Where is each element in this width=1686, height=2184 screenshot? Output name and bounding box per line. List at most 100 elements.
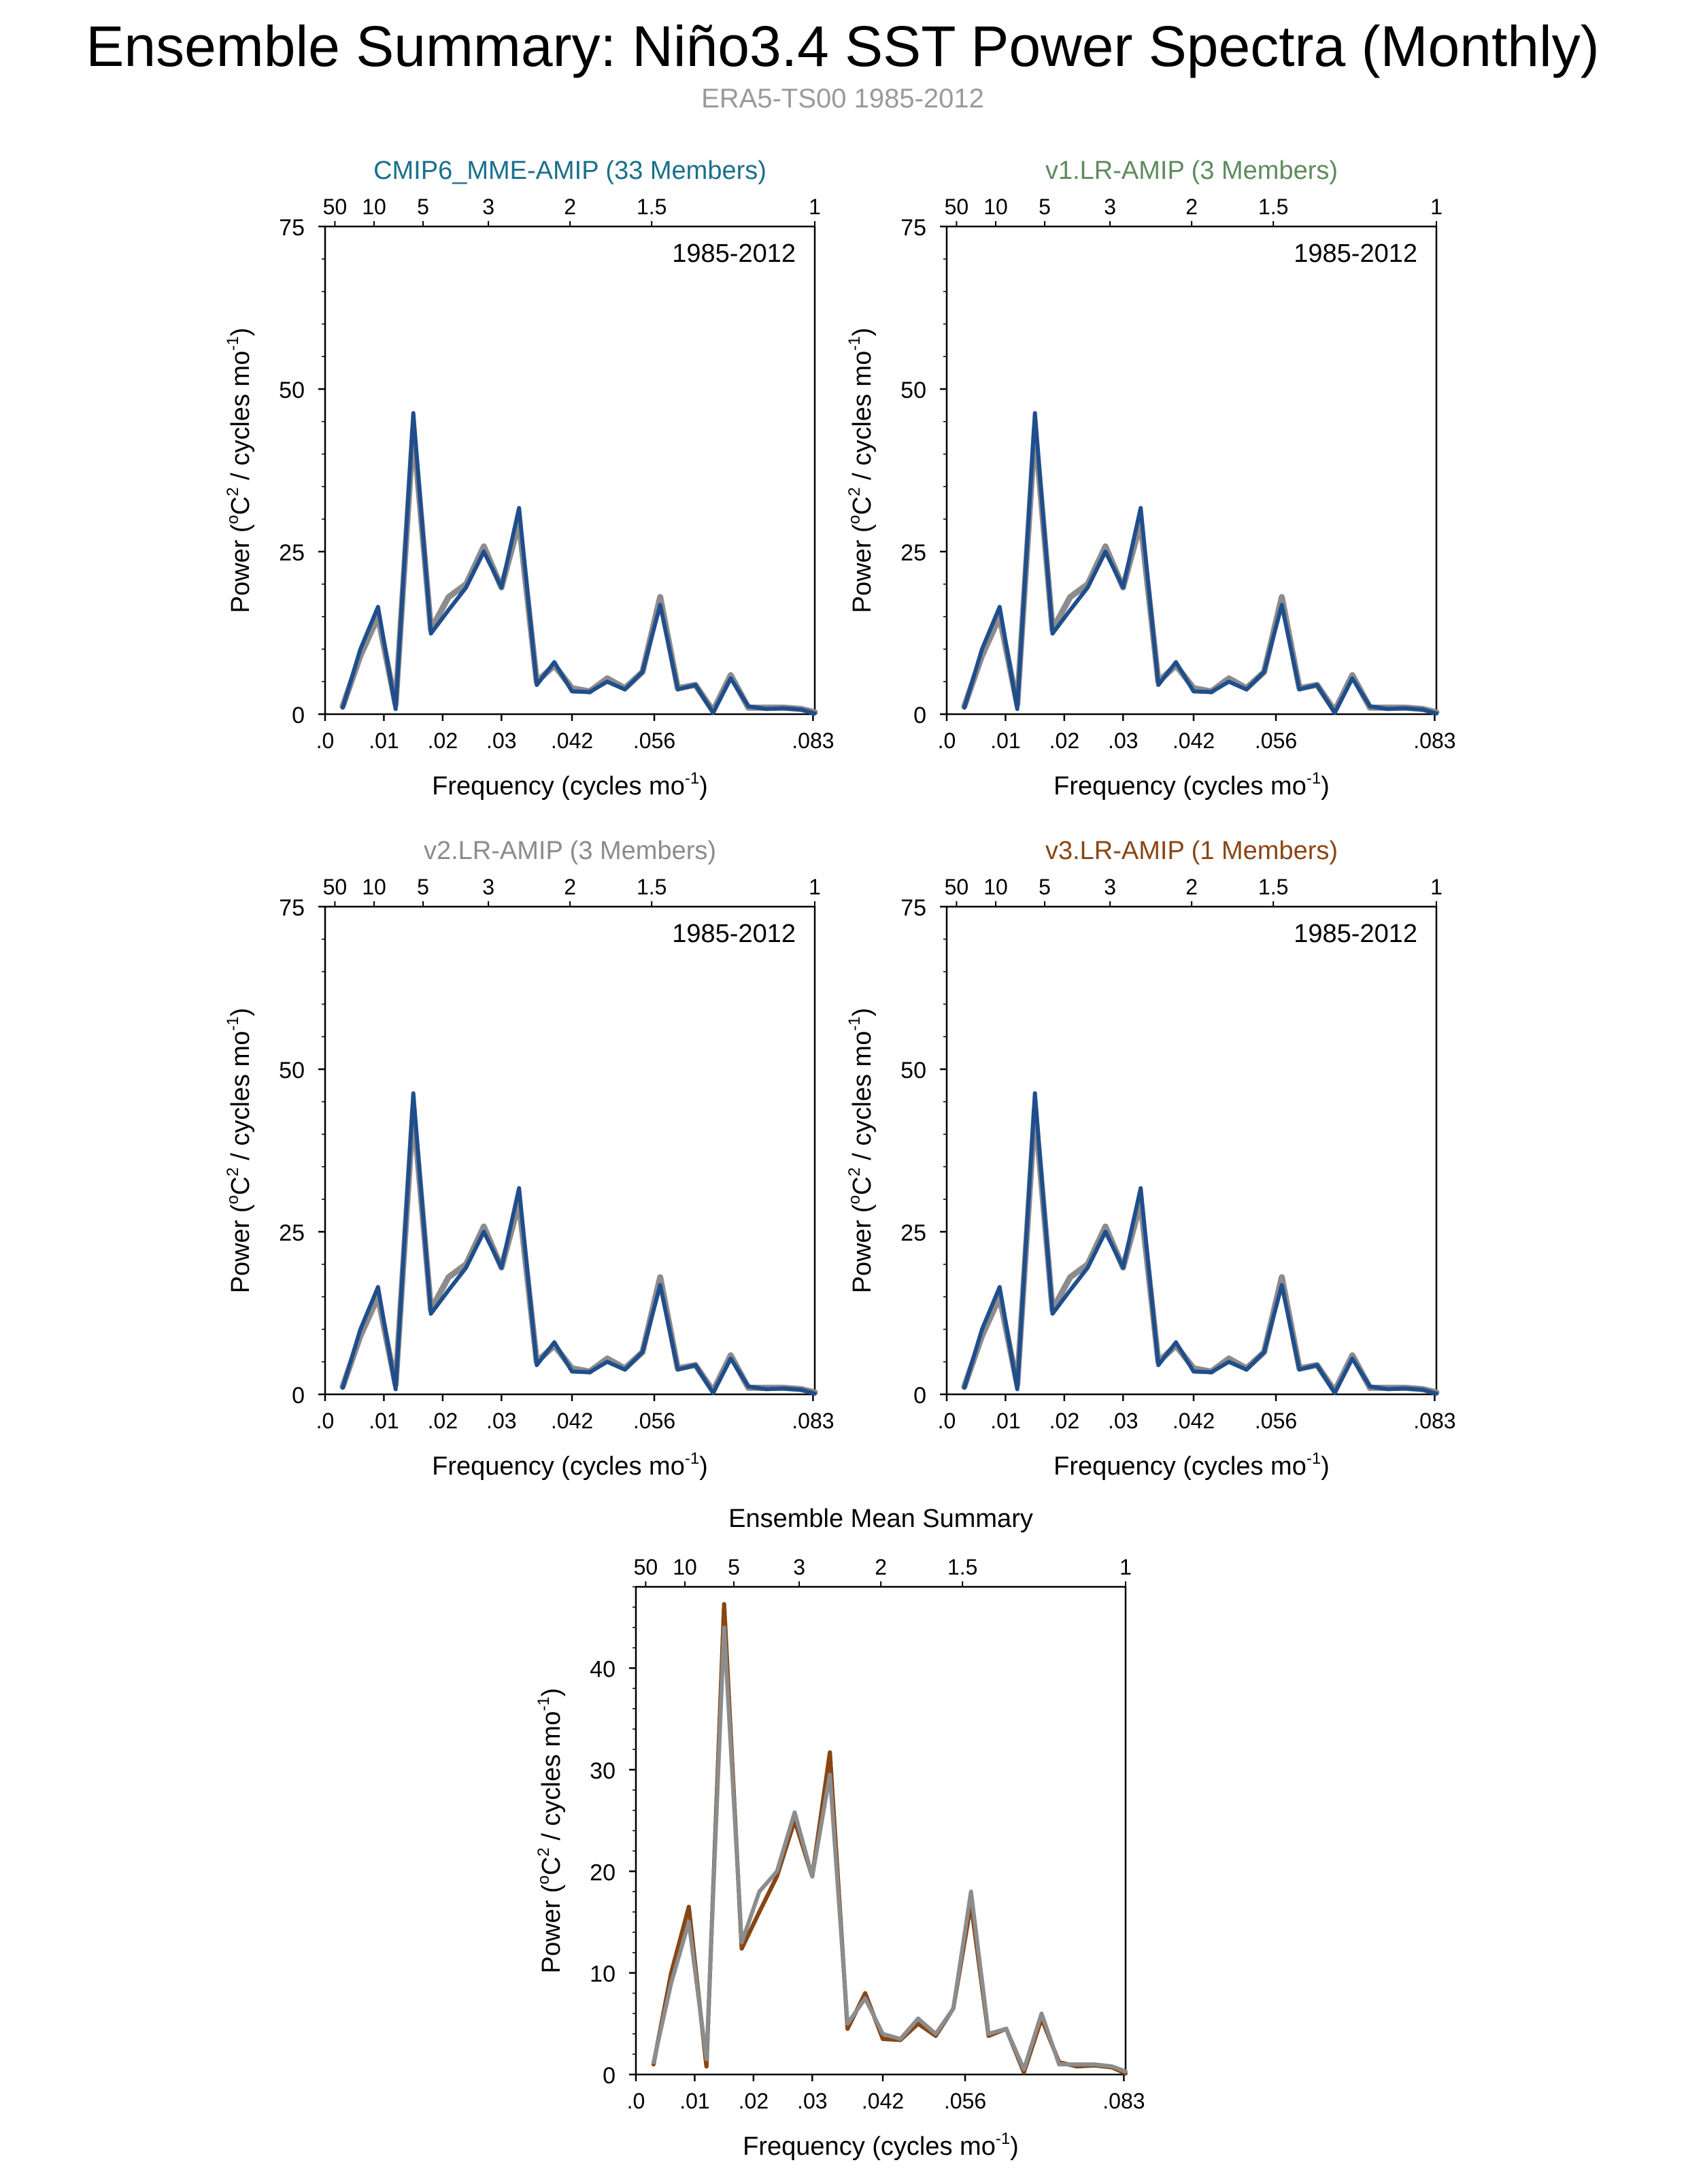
y-tick-label: 75 xyxy=(900,215,926,241)
x-axis-label-end: ) xyxy=(1010,2132,1019,2161)
top-tick-label: 1 xyxy=(809,195,821,219)
top-tick-label: 1.5 xyxy=(947,1555,977,1579)
panel-title: v2.LR-AMIP (3 Members) xyxy=(424,837,716,865)
x-axis-label: Frequency (cycles mo-1) xyxy=(1053,769,1330,801)
x-tick-label: .01 xyxy=(679,2089,709,2113)
y-label-main: Power ( xyxy=(848,1204,877,1293)
x-tick-label: .03 xyxy=(486,1409,516,1433)
x-tick-label: .01 xyxy=(369,728,399,753)
y-tick-label: 30 xyxy=(590,1758,616,1784)
x-axis-label-sup: -1 xyxy=(685,1449,699,1468)
top-tick-label: 3 xyxy=(1104,875,1116,899)
top-tick-label: 2 xyxy=(1185,195,1198,219)
top-tick-label: 50 xyxy=(634,1555,658,1579)
y-tick-label: 10 xyxy=(590,1962,616,1987)
top-tick-label: 50 xyxy=(323,875,348,899)
period-label: 1985-2012 xyxy=(1294,239,1417,268)
x-axis-label-text: Frequency (cycles mo xyxy=(1053,1452,1306,1481)
y-tick-label: 50 xyxy=(900,1058,926,1083)
chart-panel-3: v2.LR-AMIP (3 Members)1985-20120255075.0… xyxy=(224,837,834,1481)
x-axis-label-text: Frequency (cycles mo xyxy=(743,2132,996,2161)
x-tick-label: .02 xyxy=(428,1409,458,1433)
chart-panel-1: CMIP6_MME-AMIP (33 Members)1985-20120255… xyxy=(224,156,834,801)
y-tick-label: 20 xyxy=(590,1860,616,1885)
y-label-mid: / cycles mo xyxy=(537,1711,566,1848)
x-axis-label-end: ) xyxy=(699,1452,708,1481)
x-tick-label: .02 xyxy=(1049,1409,1079,1433)
x-tick-label: .056 xyxy=(633,1409,675,1433)
x-tick-label: .083 xyxy=(1102,2089,1145,2113)
top-tick-label: 2 xyxy=(1185,875,1198,899)
top-tick-label: 1.5 xyxy=(1258,195,1288,219)
x-axis-label-end: ) xyxy=(1321,772,1330,801)
x-axis-label: Frequency (cycles mo-1) xyxy=(1053,1449,1330,1481)
y-label-sup-o: o xyxy=(224,515,242,524)
top-tick-label: 2 xyxy=(564,195,576,219)
chart-panel-2: v1.LR-AMIP (3 Members)1985-20120255075.0… xyxy=(845,156,1456,801)
main-title: Ensemble Summary: Niño3.4 SST Power Spec… xyxy=(86,14,1599,78)
y-tick-label: 25 xyxy=(900,540,926,566)
x-tick-label: .03 xyxy=(1108,1409,1138,1433)
x-axis-label: Frequency (cycles mo-1) xyxy=(432,769,708,801)
series-line-v1-lr-amip xyxy=(651,1602,1128,2076)
x-tick-label: .042 xyxy=(551,728,593,753)
x-tick-label: .03 xyxy=(1108,728,1138,753)
top-tick-label: 50 xyxy=(945,195,969,219)
y-label-sup-neg1: -1 xyxy=(845,336,864,350)
series-line-cmip6-mme-amip xyxy=(340,411,817,716)
y-label-main: Power ( xyxy=(848,524,877,613)
y-label-end: ) xyxy=(848,328,877,337)
x-tick-label: .056 xyxy=(944,2089,986,2113)
y-label-sup-2: 2 xyxy=(224,487,242,496)
x-axis-label-sup: -1 xyxy=(1306,769,1321,788)
series-line-v2-lr-amip xyxy=(340,1091,817,1396)
y-label-sup-neg1: -1 xyxy=(845,1016,864,1030)
y-label-sup-o: o xyxy=(224,1195,242,1204)
x-axis-label-sup: -1 xyxy=(685,769,699,788)
panel-title: Ensemble Mean Summary xyxy=(728,1505,1033,1533)
y-axis-label: Power (oC2 / cycles mo-1) xyxy=(224,1008,255,1294)
y-axis-label: Power (oC2 / cycles mo-1) xyxy=(845,328,877,614)
top-tick-label: 2 xyxy=(875,1555,887,1579)
y-tick-label: 50 xyxy=(279,1058,305,1083)
top-tick-label: 10 xyxy=(362,875,386,899)
y-tick-label: 0 xyxy=(913,1383,926,1409)
period-label: 1985-2012 xyxy=(672,920,796,948)
series-line-cmip6-mme-amip xyxy=(651,1602,1128,2076)
series-line-v3-lr-amip xyxy=(651,1602,1128,2076)
y-label-main: Power ( xyxy=(226,524,255,613)
x-tick-label: .02 xyxy=(1049,728,1079,753)
x-tick-label: .0 xyxy=(938,728,956,753)
y-tick-label: 50 xyxy=(279,377,305,403)
y-label-end: ) xyxy=(226,1008,255,1017)
y-tick-label: 0 xyxy=(292,1383,305,1409)
y-label-end: ) xyxy=(226,328,255,337)
top-tick-label: 1 xyxy=(1430,195,1443,219)
x-tick-label: .0 xyxy=(938,1409,956,1433)
top-tick-label: 1.5 xyxy=(1258,875,1288,899)
y-axis-label: Power (oC2 / cycles mo-1) xyxy=(535,1688,566,1974)
top-tick-label: 5 xyxy=(417,195,429,219)
top-tick-label: 1.5 xyxy=(637,875,667,899)
top-tick-label: 5 xyxy=(417,875,429,899)
x-axis-label-text: Frequency (cycles mo xyxy=(1053,772,1306,801)
panel-title: v3.LR-AMIP (1 Members) xyxy=(1045,837,1338,865)
y-label-main: Power ( xyxy=(226,1204,255,1293)
y-tick-label: 50 xyxy=(900,377,926,403)
y-label-mid: / cycles mo xyxy=(226,1031,255,1168)
y-label-sup-2: 2 xyxy=(845,487,864,496)
y-label-sup-o: o xyxy=(535,1875,553,1884)
series-line-era5-ts00 xyxy=(961,1105,1440,1396)
series-line-v1-lr-amip xyxy=(962,411,1438,716)
top-tick-label: 10 xyxy=(983,875,1008,899)
top-tick-label: 1 xyxy=(809,875,821,899)
series-line-v3-lr-amip xyxy=(962,1091,1438,1396)
y-axis-label: Power (oC2 / cycles mo-1) xyxy=(845,1008,877,1294)
y-label-c: C xyxy=(226,1177,255,1195)
y-tick-label: 25 xyxy=(279,540,305,566)
series-line-era5-ts00 xyxy=(339,1105,818,1396)
top-tick-label: 3 xyxy=(1104,195,1116,219)
x-tick-label: .083 xyxy=(1413,1409,1455,1433)
top-tick-label: 5 xyxy=(728,1555,740,1579)
chart-panel-5: Ensemble Mean Summary 0 10 20 30 40 .0 .01 .02 .0… xyxy=(535,1505,1145,2161)
